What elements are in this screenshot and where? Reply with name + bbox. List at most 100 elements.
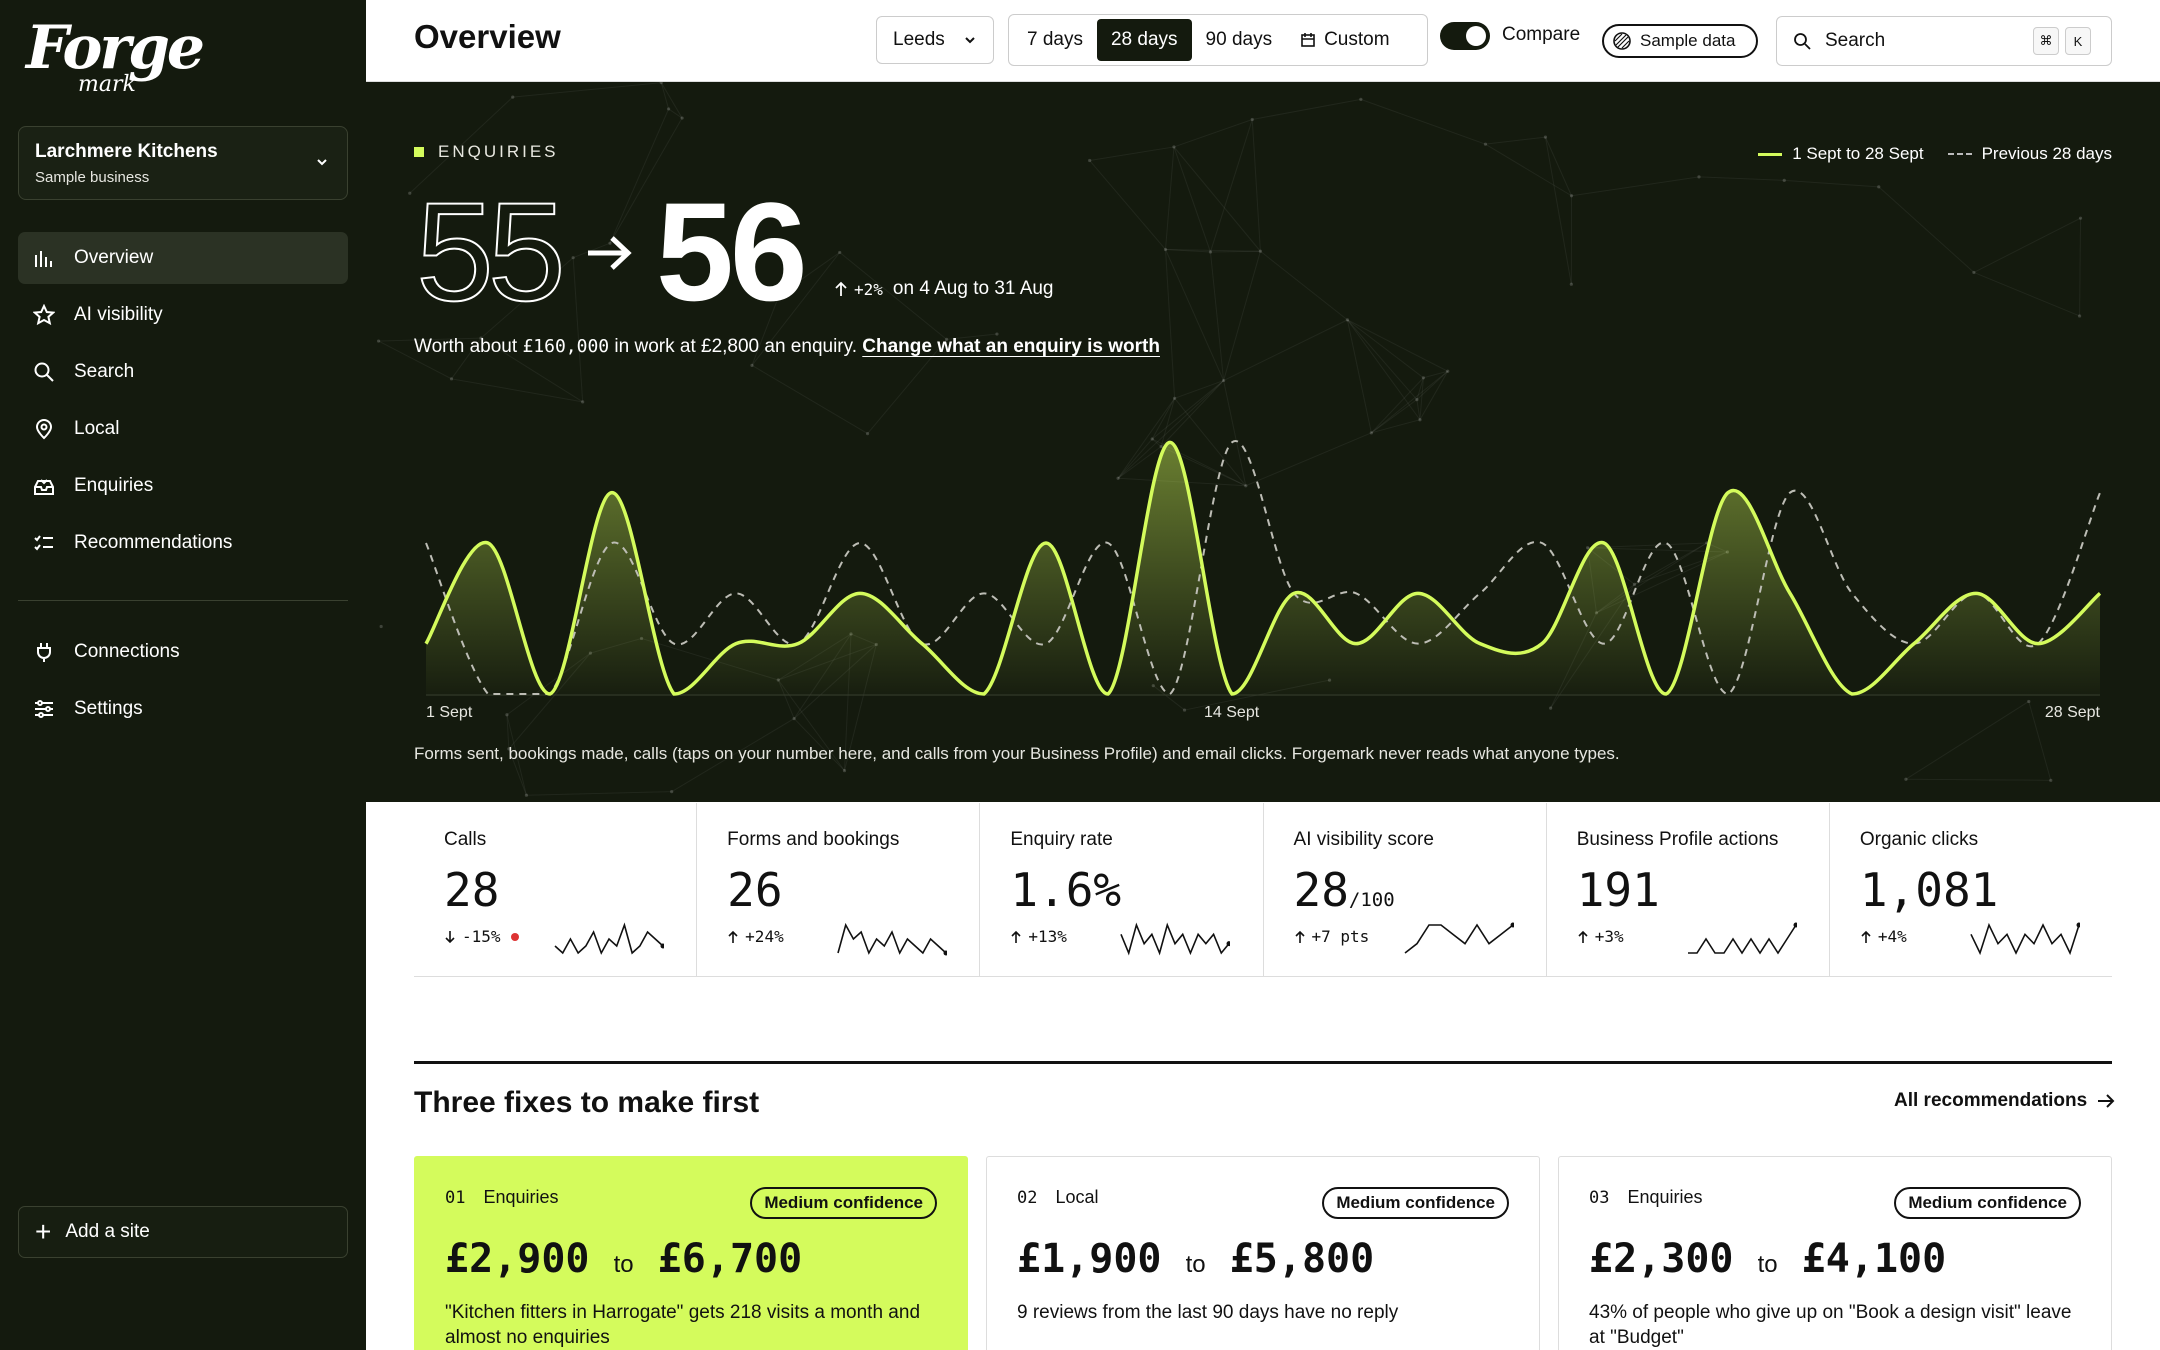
sidebar-item-recommendations[interactable]: Recommendations	[18, 517, 348, 569]
constellation-dot	[1182, 708, 1187, 712]
x-tick-label: 1 Sept	[426, 704, 473, 721]
constellation-dot	[2049, 778, 2053, 782]
current-series-line	[424, 440, 2102, 696]
constellation-dot	[1208, 250, 1213, 254]
constellation-line	[1117, 438, 1153, 479]
constellation-dot	[666, 107, 671, 111]
constellation-dot	[608, 241, 612, 245]
compare-toggle[interactable]	[1440, 22, 1490, 50]
constellation-line	[480, 257, 574, 339]
kpi-label: Calls	[444, 829, 487, 850]
constellation-line	[1347, 319, 1418, 400]
range-90-days-button[interactable]: 90 days	[1205, 29, 1273, 50]
enquiries-label-text: ENQUIRIES	[438, 142, 559, 161]
constellation-line	[1416, 370, 1449, 400]
kpi-label: AI visibility score	[1293, 829, 1434, 850]
sidebar-item-settings[interactable]: Settings	[18, 683, 348, 735]
delta-period: on 4 Aug to 31 Aug	[892, 278, 1054, 299]
worth-prefix: Worth about	[414, 336, 518, 357]
constellation-dot	[1172, 145, 1176, 149]
constellation-line	[867, 339, 947, 434]
constellation-line	[1223, 251, 1261, 381]
constellation-dot	[1543, 135, 1548, 139]
constellation-line	[572, 242, 611, 259]
all-recommendations-link[interactable]: All recommendations	[1894, 1090, 2115, 1112]
chevron-down-icon	[317, 159, 327, 166]
search-icon	[1794, 33, 1811, 50]
range-7-days-button[interactable]: 7 days	[1027, 29, 1083, 50]
sample-data-badge[interactable]: Sample data	[1602, 24, 1758, 58]
constellation-line	[1260, 250, 1348, 321]
constellation-line	[1878, 186, 1975, 273]
fix-card[interactable]: 03 Enquiries Medium confidence £2,300 to £4…	[1558, 1156, 2112, 1350]
kpi-card[interactable]: Organic clicks 1,081 +4%	[1830, 803, 2112, 976]
constellation-line	[1698, 176, 1785, 181]
constellation-line	[1251, 119, 1261, 252]
fix-range-high: £5,800	[1229, 1236, 1375, 1282]
add-site-button[interactable]: + Add a site	[18, 1206, 348, 1258]
kpi-label: Enquiry rate	[1010, 829, 1113, 850]
constellation-line	[1209, 251, 1225, 381]
constellation-line	[1416, 377, 1424, 400]
constellation-line	[1416, 399, 1421, 420]
fix-card[interactable]: 02 Local Medium confidence £1,900 to £5,800…	[986, 1156, 1540, 1350]
sidebar-item-label: Settings	[74, 698, 143, 719]
business-switcher[interactable]: Larchmere Kitchens Sample business	[18, 126, 348, 200]
sidebar-item-label: Recommendations	[74, 532, 233, 553]
kpi-sparkline	[1120, 922, 1231, 956]
constellation-line	[1252, 98, 1361, 120]
search-input[interactable]: Search ⌘ K	[1776, 16, 2112, 66]
arrow-up-icon	[1578, 930, 1588, 943]
forgemark-logo[interactable]: Forge mark	[26, 18, 205, 98]
kpi-change: -15%	[444, 927, 519, 946]
constellation-dot	[945, 337, 949, 341]
sidebar-item-search[interactable]: Search	[18, 346, 348, 398]
kpi-card[interactable]: Enquiry rate 1.6% +13%	[980, 803, 1264, 976]
constellation-dot	[1697, 175, 1701, 179]
bar-chart-icon	[32, 246, 56, 270]
constellation-dot	[479, 336, 483, 340]
sidebar-item-enquiries[interactable]: Enquiries	[18, 460, 348, 512]
legend-previous: Previous 28 days	[1981, 144, 2112, 163]
constellation-line	[1905, 701, 2030, 780]
constellation-line	[1571, 176, 1700, 197]
constellation-line	[1089, 160, 1166, 250]
top-bar: Overview Leeds 7 days 28 days 90 days Cu…	[366, 0, 2160, 82]
kpi-card[interactable]: AI visibility score 28/100 +7 pts	[1264, 803, 1547, 976]
add-site-label: Add a site	[65, 1221, 150, 1242]
sidebar-item-connections[interactable]: Connections	[18, 626, 348, 678]
change-enquiry-worth-link[interactable]: Change what an enquiry is worth	[862, 336, 1160, 357]
constellation-dot	[2027, 699, 2031, 704]
sidebar-item-label: Connections	[74, 641, 180, 662]
location-select[interactable]: Leeds	[876, 16, 994, 64]
inbox-icon	[32, 474, 56, 498]
range-custom-button[interactable]: Custom	[1286, 19, 1403, 61]
constellation-line	[1165, 249, 1176, 399]
search-placeholder: Search	[1825, 30, 1886, 51]
kpi-card[interactable]: Forms and bookings 26 +24%	[697, 803, 981, 976]
kpi-card[interactable]: Calls 28 -15%	[414, 803, 698, 976]
constellation-line	[451, 378, 583, 403]
fix-card[interactable]: 01 Enquiries Medium confidence £2,900 to £6…	[414, 1156, 968, 1350]
kpi-value-unit: /100	[1348, 889, 1395, 911]
arrow-up-icon	[1011, 930, 1021, 943]
fix-value-range: £1,900 to £5,800	[1017, 1236, 1509, 1282]
business-name: Larchmere Kitchens	[35, 141, 218, 162]
fix-description: 9 reviews from the last 90 days have no …	[1017, 1302, 1399, 1323]
logo-subword: mark	[78, 72, 136, 97]
chevron-down-icon	[965, 37, 975, 44]
arrow-up-icon	[1294, 930, 1305, 943]
constellation-line	[1371, 419, 1421, 434]
constellation-dot	[408, 191, 412, 195]
confidence-badge: Medium confidence	[750, 1187, 937, 1219]
kpi-change-value: +24%	[745, 927, 784, 946]
enquiries-chart	[424, 440, 2102, 696]
range-28-days-button[interactable]: 28 days	[1096, 19, 1192, 61]
constellation-line	[1165, 248, 1211, 253]
sparkline-path	[1687, 924, 1797, 955]
sidebar-item-ai-visibility[interactable]: AI visibility	[18, 289, 348, 341]
kpi-card[interactable]: Business Profile actions 191 +3%	[1547, 803, 1830, 976]
sidebar-item-overview[interactable]: Overview	[18, 232, 348, 284]
constellation-line	[793, 718, 845, 771]
sidebar-item-local[interactable]: Local	[18, 403, 348, 455]
